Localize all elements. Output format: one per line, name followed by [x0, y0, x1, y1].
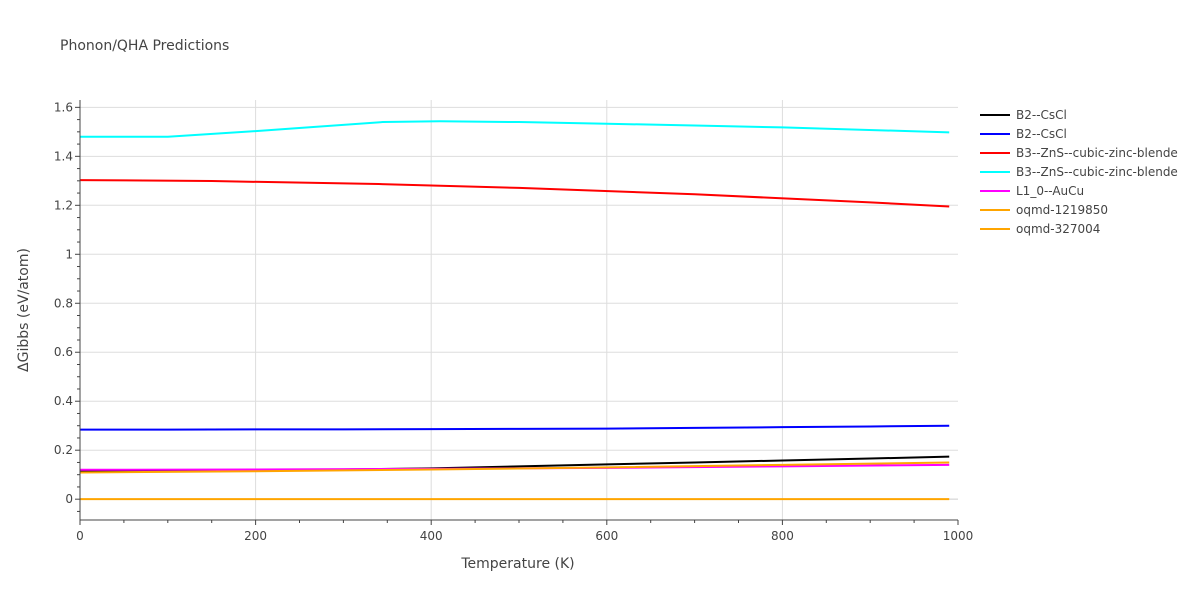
y-tick-label: 0.4 [54, 394, 73, 408]
legend-label-3: B3--ZnS--cubic-zinc-blende [1016, 146, 1178, 160]
legend-label-4: B3--ZnS--cubic-zinc-blende [1016, 165, 1178, 179]
x-tick-label: 200 [244, 529, 267, 543]
y-axis-label: ΔGibbs (eV/atom) [16, 248, 32, 372]
y-tick-label: 0.6 [54, 345, 73, 359]
y-tick-label: 0 [65, 492, 73, 506]
series-line-4 [80, 120, 950, 138]
y-tick-label: 1.6 [54, 100, 73, 114]
y-ticks: 0 0.2 0.4 0.6 0.8 1 1.2 1.4 1.6 [54, 100, 73, 506]
legend-label-1: B2--CsCl [1016, 108, 1067, 122]
legend: B2--CsCl B2--CsCl B3--ZnS--cubic-zinc-blen… [980, 108, 1178, 236]
x-tick-label: 400 [420, 529, 443, 543]
legend-label-7: oqmd-327004 [1016, 222, 1100, 236]
x-ticks: 0 200 400 600 800 1000 [76, 529, 973, 543]
grid [80, 100, 958, 520]
y-tick-label: 1.2 [54, 198, 73, 212]
x-tick-label: 800 [771, 529, 794, 543]
x-tick-label: 1000 [943, 529, 974, 543]
chart-title: Phonon/QHA Predictions [60, 38, 229, 54]
x-tick-label: 0 [76, 529, 84, 543]
y-tick-label: 1.4 [54, 149, 73, 163]
legend-label-5: L1_0--AuCu [1016, 184, 1084, 198]
y-tick-label: 1 [65, 247, 73, 261]
legend-label-6: oqmd-1219850 [1016, 203, 1108, 217]
series-group [79, 120, 950, 501]
axes [75, 100, 959, 525]
legend-label-2: B2--CsCl [1016, 127, 1067, 141]
x-axis-label: Temperature (K) [460, 556, 574, 572]
series-line-6 [79, 461, 950, 474]
series-line-3 [79, 179, 950, 208]
x-tick-label: 600 [595, 529, 618, 543]
y-tick-label: 0.8 [54, 296, 73, 310]
series-line-2 [80, 424, 950, 431]
y-tick-label: 0.2 [54, 443, 73, 457]
